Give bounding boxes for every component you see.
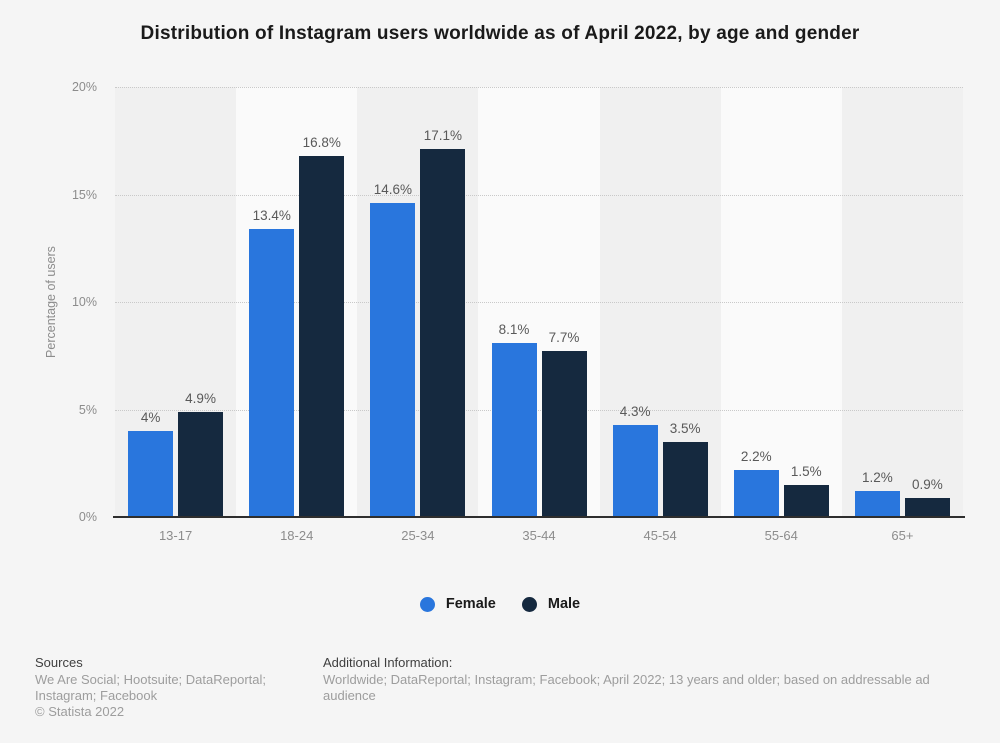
bar-male-45-54 <box>662 441 708 517</box>
sources-column: Sources We Are Social; Hootsuite; DataRe… <box>35 655 323 720</box>
x-axis-label: 35-44 <box>522 528 556 543</box>
bar-female-18-24 <box>249 228 295 517</box>
x-axis-label: 13-17 <box>158 528 193 543</box>
legend-swatch-female <box>419 596 435 612</box>
additional-info-heading: Additional Information: <box>323 655 453 670</box>
bar-male-13-17 <box>178 411 224 517</box>
x-axis-label: 55-64 <box>764 528 798 543</box>
additional-info-column: Additional Information: Worldwide; DataR… <box>323 655 965 720</box>
sources-line: Instagram; Facebook <box>35 688 158 703</box>
sources-heading: Sources <box>35 655 83 670</box>
bar-female-55-64 <box>733 469 779 517</box>
bar-value-label: 14.6% <box>373 182 412 198</box>
bar-value-label: 2.2% <box>740 448 772 464</box>
y-axis-tick: 15% <box>71 187 97 202</box>
bar-value-label: 0.9% <box>912 476 943 492</box>
bar-male-25-34 <box>420 149 466 517</box>
bar-male-55-64 <box>783 484 829 517</box>
x-axis-label: 25-34 <box>401 528 435 543</box>
bar-female-35-44 <box>491 342 537 517</box>
bar-male-65+ <box>904 497 950 517</box>
y-axis-tick: 5% <box>78 402 97 417</box>
y-axis-tick: 20% <box>71 80 97 94</box>
bar-male-18-24 <box>299 155 345 517</box>
legend-label-female: Female <box>445 596 496 612</box>
additional-info-text: Worldwide; DataReportal; Instagram; Face… <box>323 672 930 703</box>
bar-value-label: 1.5% <box>790 463 822 479</box>
y-axis-tick: 0% <box>78 510 97 524</box>
plot-area: 4% 13.4% 14.6% 8.1% 4.3% 2.2% 1.2% 4.9% 16.8% 17.… <box>113 87 965 543</box>
x-axis-label: 65+ <box>891 528 914 543</box>
bar-value-label: 7.7% <box>548 330 580 346</box>
copyright-note: © Statista 2022 <box>35 704 125 719</box>
legend-item-female: Female <box>419 596 496 612</box>
sources-line: We Are Social; Hootsuite; DataReportal; <box>35 672 266 687</box>
gridline-15 <box>115 194 963 196</box>
x-axis-label: 18-24 <box>280 528 314 543</box>
legend-label-male: Male <box>547 596 581 612</box>
bar-value-label: 4.3% <box>619 403 651 419</box>
bar-value-label: 1.2% <box>862 470 893 486</box>
legend-swatch-male <box>521 596 537 612</box>
bar-value-label: 4.9% <box>185 390 216 406</box>
bar-female-65+ <box>854 491 900 517</box>
y-axis-ticks: 0% 5% 10% 15% 20% <box>0 80 97 524</box>
chart-title: Distribution of Instagram users worldwid… <box>140 23 860 44</box>
legend-item-male: Male <box>521 596 581 612</box>
bar-value-label: 3.5% <box>669 420 701 436</box>
bar-male-35-44 <box>541 351 587 517</box>
x-axis-label: 45-54 <box>643 528 677 543</box>
gridline-5 <box>115 409 963 411</box>
gridline-20 <box>115 87 963 88</box>
bar-value-label: 17.1% <box>423 128 462 144</box>
bar-female-13-17 <box>128 431 174 517</box>
bar-female-25-34 <box>370 203 416 517</box>
legend: Female Male <box>0 596 1000 612</box>
footer: Sources We Are Social; Hootsuite; DataRe… <box>35 655 965 720</box>
bar-female-45-54 <box>612 424 658 517</box>
bar-value-label: 16.8% <box>302 134 341 150</box>
bar-value-label: 8.1% <box>498 321 530 337</box>
bar-value-label: 13.4% <box>252 207 291 223</box>
gridline-10 <box>115 302 963 303</box>
bar-value-label: 4% <box>140 410 161 425</box>
x-axis-line <box>113 516 965 518</box>
y-axis-tick: 10% <box>71 295 97 309</box>
